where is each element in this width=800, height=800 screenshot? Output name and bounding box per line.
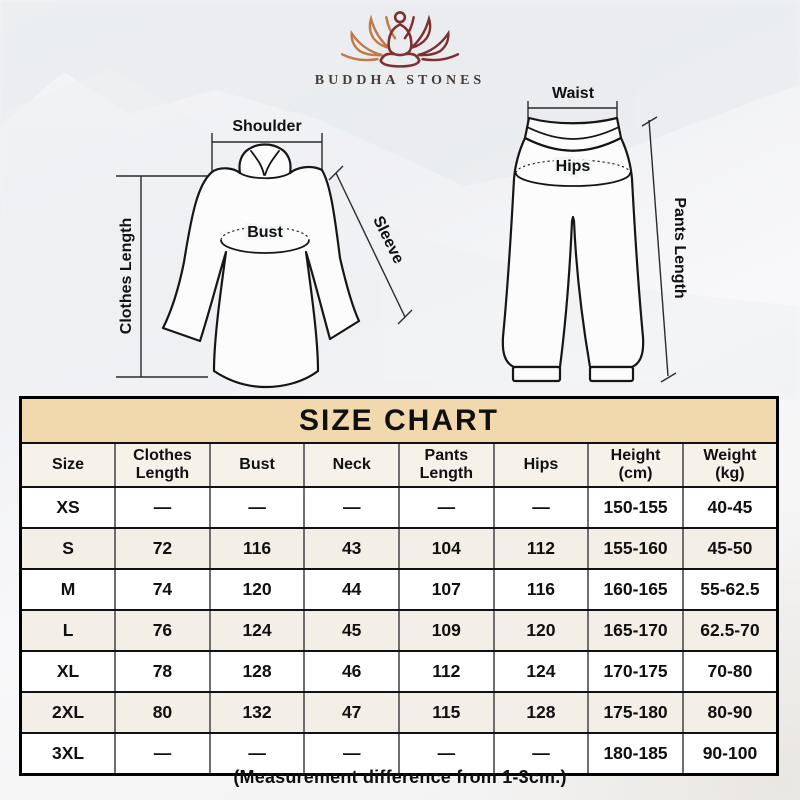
column-header-size: Size	[19, 442, 117, 488]
size-label-3xl: 3XL	[19, 732, 117, 776]
cell-2xl-hips: 128	[492, 691, 590, 734]
brand-header: BUDDHA STONES	[0, 6, 800, 89]
cell-s-weight-kg: 45-50	[681, 527, 779, 570]
cell-3xl-weight-kg: 90-100	[681, 732, 779, 776]
brand-name: BUDDHA STONES	[314, 73, 486, 88]
cell-s-hips: 112	[492, 527, 590, 570]
cell-3xl-bust: —	[208, 732, 306, 776]
cell-2xl-pants-length: 115	[398, 691, 495, 734]
cell-3xl-height-cm: 180-185	[587, 732, 684, 776]
cell-s-clothes-length: 72	[114, 527, 211, 570]
cell-2xl-weight-kg: 80-90	[681, 691, 779, 734]
column-header-bust: Bust	[208, 442, 306, 488]
cell-l-neck: 45	[303, 609, 400, 652]
cell-s-height-cm: 155-160	[587, 527, 684, 570]
size-row-xs: XS — — — — —150-155 40-45	[19, 486, 779, 529]
cell-m-hips: 116	[492, 568, 590, 611]
cell-xl-neck: 46	[303, 650, 400, 693]
cell-xs-pants-length: —	[398, 486, 495, 529]
cell-m-neck: 44	[303, 568, 400, 611]
cell-xs-bust: —	[208, 486, 306, 529]
cell-xl-weight-kg: 70-80	[681, 650, 779, 693]
cell-l-clothes-length: 76	[114, 609, 211, 652]
size-label-m: M	[19, 568, 117, 611]
column-header-clothes-length: Clothes Length	[114, 442, 211, 488]
size-label-2xl: 2XL	[19, 691, 117, 734]
size-row-l: L 76 124 45 109 120 165-170 62.5-70	[19, 609, 779, 652]
cell-3xl-pants-length: —	[398, 732, 495, 776]
column-header-hips: Hips	[492, 442, 590, 488]
cell-m-pants-length: 107	[398, 568, 495, 611]
cell-xs-weight-kg: 40-45	[681, 486, 779, 529]
size-row-m: M 74 120 44 107 116 160-165 55-62.5	[19, 568, 779, 611]
cell-m-weight-kg: 55-62.5	[681, 568, 779, 611]
cell-m-bust: 120	[208, 568, 306, 611]
cell-s-bust: 116	[208, 527, 306, 570]
cell-xl-hips: 124	[492, 650, 590, 693]
cell-xs-neck: —	[303, 486, 400, 529]
cell-l-hips: 120	[492, 609, 590, 652]
hips-label: Hips	[556, 158, 591, 175]
column-header-neck: Neck	[303, 442, 400, 488]
cell-xs-height-cm: 150-155	[587, 486, 684, 529]
size-chart-title: SIZE CHART	[19, 396, 779, 444]
cell-m-clothes-length: 74	[114, 568, 211, 611]
cell-3xl-neck: —	[303, 732, 400, 776]
cell-xs-clothes-length: —	[114, 486, 211, 529]
cell-l-bust: 124	[208, 609, 306, 652]
cell-m-height-cm: 160-165	[587, 568, 684, 611]
measurement-footnote: (Measurement difference from 1-3cm.)	[233, 767, 567, 787]
cell-s-pants-length: 104	[398, 527, 495, 570]
size-row-xl: XL 78 128 46 112 124 170-175 70-80	[19, 650, 779, 693]
waist-label: Waist	[552, 85, 595, 102]
top-garment-measurement-diagram: Shoulder Clothes Length Bust Sleeve	[116, 118, 413, 389]
cell-l-pants-length: 109	[398, 609, 495, 652]
clothes-length-label: Clothes Length	[118, 218, 135, 334]
cell-3xl-hips: —	[492, 732, 590, 776]
size-label-s: S	[19, 527, 117, 570]
cell-xs-hips: —	[492, 486, 590, 529]
column-header-weight-kg: Weight (kg)	[681, 442, 779, 488]
pants-measurement-diagram: Waist Hips Pants Length	[501, 85, 688, 383]
cell-2xl-height-cm: 175-180	[587, 691, 684, 734]
size-row-3xl: 3XL — — — — —180-185 90-100	[19, 732, 779, 776]
size-label-xl: XL	[19, 650, 117, 693]
cell-l-height-cm: 165-170	[587, 609, 684, 652]
cell-2xl-clothes-length: 80	[114, 691, 211, 734]
size-row-2xl: 2XL 80 132 47 115 128 175-180 80-90	[19, 691, 779, 734]
size-chart-section: SIZE CHART Size Clothes Length Bust Neck Pant…	[19, 396, 779, 776]
column-header-height-cm: Height (cm)	[587, 442, 684, 488]
size-label-xs: XS	[19, 486, 117, 529]
sleeve-label: Sleeve	[369, 214, 407, 267]
lotus-meditation-logo-icon	[340, 11, 460, 68]
size-label-l: L	[19, 609, 117, 652]
cell-xl-clothes-length: 78	[114, 650, 211, 693]
column-header-pants-length: Pants Length	[398, 442, 495, 488]
cell-s-neck: 43	[303, 527, 400, 570]
cell-xl-height-cm: 170-175	[587, 650, 684, 693]
cell-3xl-clothes-length: —	[114, 732, 211, 776]
bust-label: Bust	[247, 224, 283, 241]
column-header-row: Size Clothes Length Bust Neck Pants Length Hi…	[19, 442, 779, 488]
shoulder-label: Shoulder	[232, 118, 301, 135]
cell-xl-bust: 128	[208, 650, 306, 693]
cell-2xl-neck: 47	[303, 691, 400, 734]
size-row-s: S 72 116 43 104 112 155-160 45-50	[19, 527, 779, 570]
size-chart-table: SIZE CHART Size Clothes Length Bust Neck Pant…	[19, 396, 779, 776]
cell-l-weight-kg: 62.5-70	[681, 609, 779, 652]
pants-length-label: Pants Length	[671, 197, 688, 298]
cell-xl-pants-length: 112	[398, 650, 495, 693]
cell-2xl-bust: 132	[208, 691, 306, 734]
